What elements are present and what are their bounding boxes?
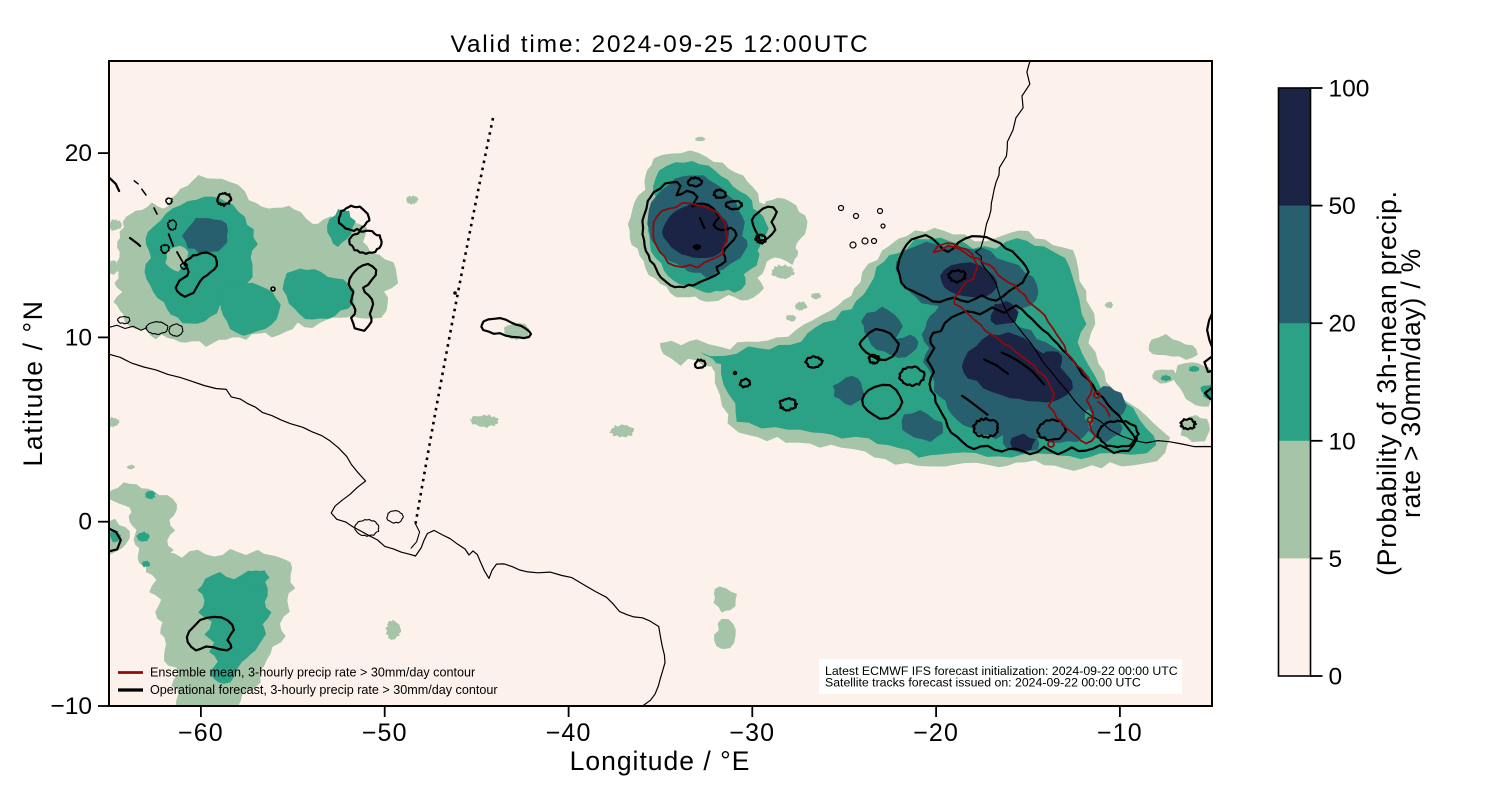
svg-text:Latest ECMWF IFS forecast init: Latest ECMWF IFS forecast initialization… [825,664,1178,678]
svg-text:0: 0 [78,509,92,536]
svg-text:(Probability of 3h-mean precip: (Probability of 3h-mean precip. [1372,190,1402,576]
svg-text:100: 100 [1329,76,1370,103]
svg-text:−10: −10 [1097,719,1143,747]
svg-text:10: 10 [65,324,92,351]
svg-text:20: 20 [65,140,92,167]
svg-text:5: 5 [1329,546,1343,573]
svg-text:20: 20 [1329,311,1356,338]
svg-text:−60: −60 [178,719,224,747]
svg-text:−10: −10 [50,693,92,720]
svg-text:Latitude / °N: Latitude / °N [18,300,48,467]
svg-text:Valid time: 2024-09-25 12:00UT: Valid time: 2024-09-25 12:00UTC [451,31,870,58]
svg-text:Operational forecast, 3-hourly: Operational forecast, 3-hourly precip ra… [150,683,498,697]
svg-text:−20: −20 [913,719,959,747]
svg-text:rate > 30mm/day) / %: rate > 30mm/day) / % [1396,248,1426,518]
svg-text:Longitude / °E: Longitude / °E [570,746,751,776]
svg-text:−30: −30 [729,719,775,747]
svg-text:50: 50 [1329,193,1356,220]
svg-text:−50: −50 [362,719,408,747]
svg-text:0: 0 [1329,664,1343,691]
svg-text:−40: −40 [546,719,592,747]
svg-text:Ensemble mean, 3-hourly precip: Ensemble mean, 3-hourly precip rate > 30… [150,666,475,680]
svg-text:10: 10 [1329,428,1356,455]
svg-text:Satellite tracks forecast issu: Satellite tracks forecast issued on: 202… [825,676,1141,690]
